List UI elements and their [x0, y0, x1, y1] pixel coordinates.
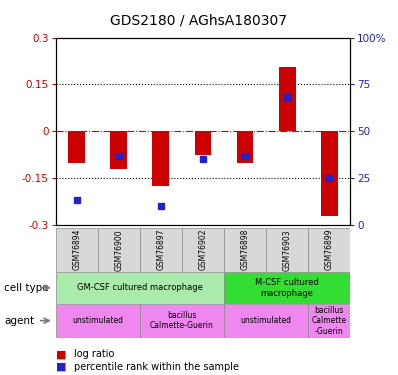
Bar	[224, 304, 308, 338]
Bar	[279, 67, 296, 131]
Text: bacillus
Calmette
-Guerin: bacillus Calmette -Guerin	[312, 306, 347, 336]
Text: bacillus
Calmette-Guerin: bacillus Calmette-Guerin	[150, 311, 214, 330]
Bar	[308, 304, 350, 338]
Bar	[56, 304, 140, 338]
Text: log ratio: log ratio	[74, 350, 114, 359]
Bar	[182, 228, 224, 272]
Text: unstimulated: unstimulated	[72, 316, 123, 325]
Text: GM-CSF cultured macrophage: GM-CSF cultured macrophage	[77, 284, 203, 292]
Text: ■: ■	[56, 362, 66, 372]
Text: agent: agent	[4, 316, 34, 326]
Text: GSM76903: GSM76903	[283, 229, 292, 271]
Bar	[152, 131, 169, 186]
Text: M-CSF cultured
macrophage: M-CSF cultured macrophage	[255, 278, 319, 297]
Text: percentile rank within the sample: percentile rank within the sample	[74, 362, 239, 372]
Text: ■: ■	[56, 350, 66, 359]
Bar	[195, 131, 211, 155]
Bar	[308, 228, 350, 272]
Text: GSM76899: GSM76899	[325, 229, 334, 270]
Bar	[56, 272, 224, 304]
Bar	[321, 131, 338, 216]
Bar	[224, 228, 266, 272]
Bar	[110, 131, 127, 169]
Text: GSM76902: GSM76902	[199, 229, 207, 270]
Text: GSM76898: GSM76898	[240, 229, 250, 270]
Text: GSM76894: GSM76894	[72, 229, 81, 270]
Bar	[266, 228, 308, 272]
Bar	[140, 304, 224, 338]
Text: GSM76897: GSM76897	[156, 229, 166, 270]
Bar	[98, 228, 140, 272]
Text: unstimulated: unstimulated	[241, 316, 292, 325]
Bar	[56, 228, 98, 272]
Bar	[237, 131, 254, 162]
Bar	[224, 272, 350, 304]
Text: GSM76900: GSM76900	[114, 229, 123, 271]
Text: cell type: cell type	[4, 283, 49, 293]
Bar	[140, 228, 182, 272]
Bar	[68, 131, 85, 162]
Text: GDS2180 / AGhsA180307: GDS2180 / AGhsA180307	[111, 13, 287, 27]
